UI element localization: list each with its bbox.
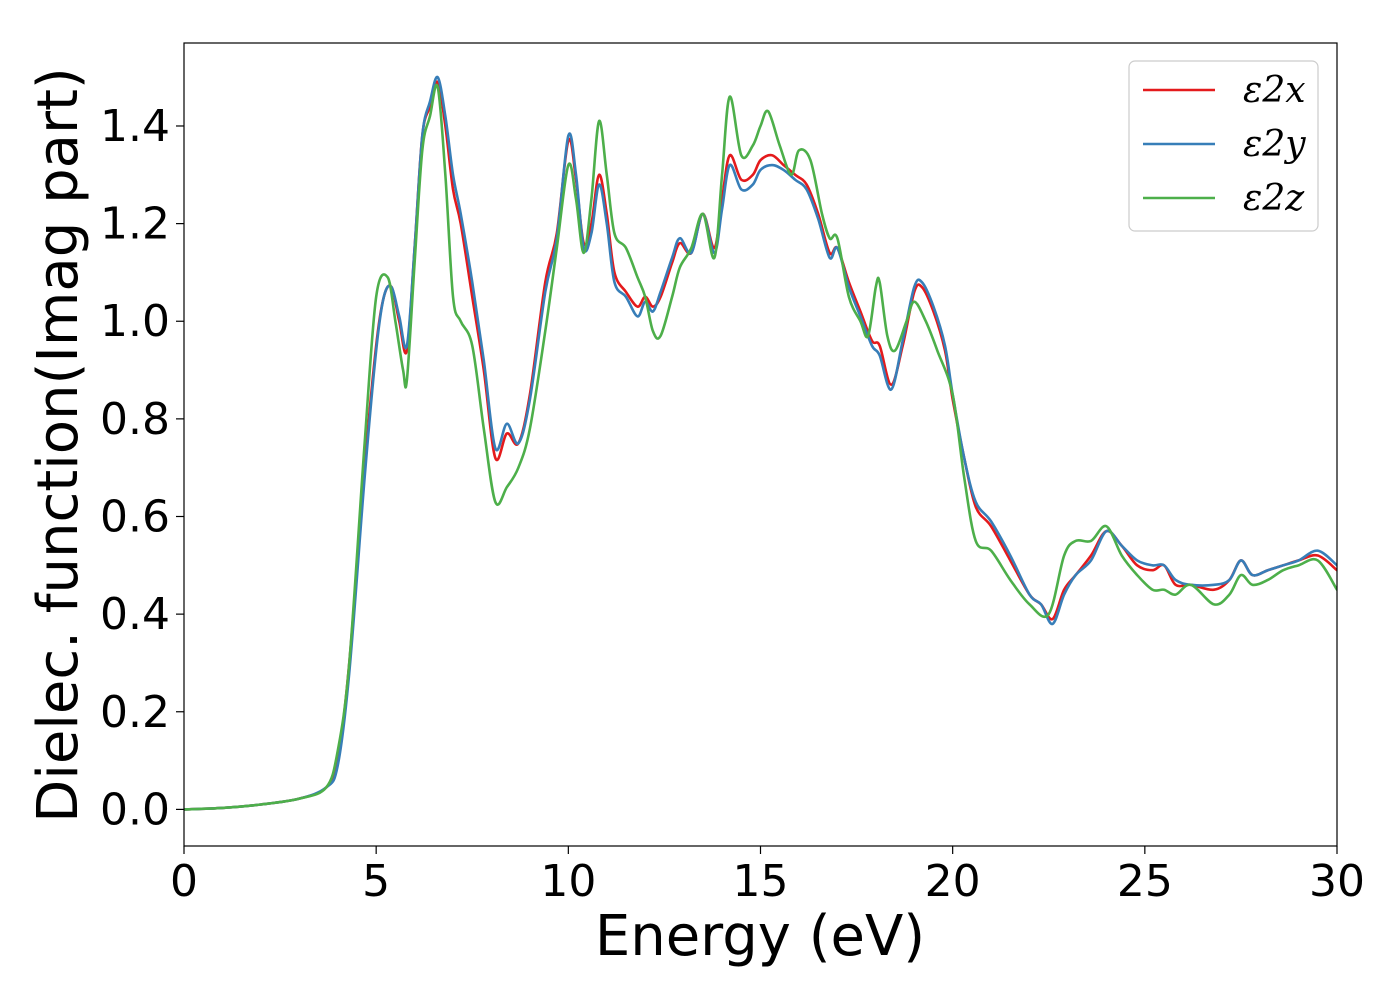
y-tick-label: 0.0 (100, 784, 170, 835)
legend-box (1128, 60, 1319, 232)
x-tick-label: 15 (733, 856, 789, 907)
legend-label-x: ε2x (1243, 70, 1306, 111)
series-line-z (184, 83, 1337, 811)
legend-label-z: ε2z (1243, 178, 1305, 219)
y-axis-title: Dielec. function(Imag part) (26, 67, 91, 823)
x-tick-label: 20 (925, 856, 981, 907)
x-tick-label: 10 (540, 856, 596, 907)
y-tick-label: 1.2 (100, 199, 170, 250)
x-axis-title: Energy (eV) (595, 904, 925, 969)
legend-label-y: ε2y (1243, 124, 1306, 165)
y-axis-ticks: 0.0 0.2 0.4 0.6 0.8 1.0 1.2 1.4 (100, 101, 184, 835)
x-axis-ticks: 0 5 10 15 20 25 30 (170, 846, 1365, 907)
series-line-y (184, 75, 1337, 811)
x-tick-label: 0 (170, 856, 198, 907)
x-tick-label: 25 (1117, 856, 1173, 907)
legend: ε2x ε2y ε2z (1128, 60, 1319, 232)
y-tick-label: 0.6 (100, 492, 170, 543)
y-tick-label: 0.4 (100, 589, 170, 640)
series-layer (184, 75, 1337, 811)
y-tick-label: 0.8 (100, 394, 170, 445)
x-tick-label: 30 (1309, 856, 1365, 907)
y-tick-label: 0.2 (100, 687, 170, 738)
y-tick-label: 1.0 (100, 296, 170, 347)
y-tick-label: 1.4 (100, 101, 170, 152)
x-tick-label: 5 (362, 856, 390, 907)
